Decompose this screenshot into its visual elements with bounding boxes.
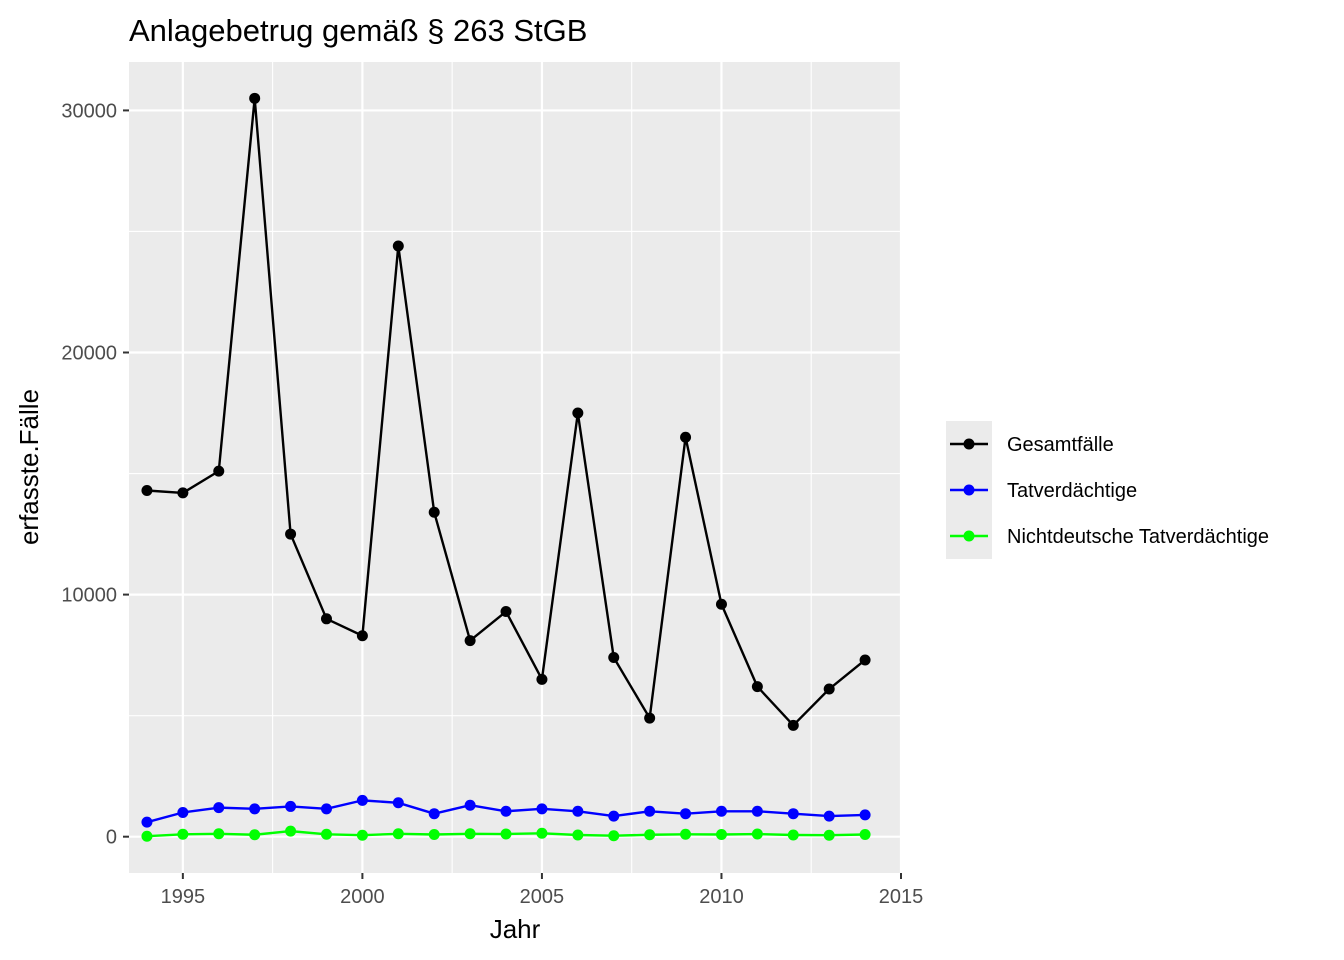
series-point bbox=[823, 683, 835, 695]
legend-key-point bbox=[963, 438, 975, 450]
series-point bbox=[177, 806, 189, 818]
series-point bbox=[644, 712, 656, 724]
series-point bbox=[751, 828, 763, 840]
series-point bbox=[464, 828, 476, 840]
series-point bbox=[285, 528, 297, 540]
series-point bbox=[608, 652, 620, 664]
series-point bbox=[392, 828, 404, 840]
series-point bbox=[500, 606, 512, 618]
series-point bbox=[249, 803, 261, 815]
y-tick-label: 20000 bbox=[61, 343, 117, 365]
series-point bbox=[320, 803, 332, 815]
y-tick-label: 10000 bbox=[61, 585, 117, 607]
series-point bbox=[536, 827, 548, 839]
series-point bbox=[680, 431, 692, 443]
series-point bbox=[787, 719, 799, 731]
series-point bbox=[428, 506, 440, 518]
series-point bbox=[715, 829, 727, 841]
series-point bbox=[536, 803, 548, 815]
series-point bbox=[464, 799, 476, 811]
x-tick-label: 2005 bbox=[520, 886, 565, 908]
x-tick-label: 1995 bbox=[161, 886, 206, 908]
legend-key-point bbox=[963, 484, 975, 496]
series-point bbox=[572, 407, 584, 419]
series-point bbox=[500, 828, 512, 840]
series-point bbox=[249, 92, 261, 104]
series-point bbox=[213, 828, 225, 840]
series-point bbox=[644, 829, 656, 841]
series-point bbox=[177, 487, 189, 499]
series-point bbox=[859, 829, 871, 841]
series-point bbox=[356, 794, 368, 806]
series-point bbox=[320, 613, 332, 625]
series-point bbox=[644, 805, 656, 817]
series-point bbox=[141, 816, 153, 828]
series-point bbox=[715, 598, 727, 610]
series-point bbox=[356, 630, 368, 642]
series-point bbox=[320, 828, 332, 840]
x-tick-label: 2000 bbox=[340, 886, 385, 908]
series-point bbox=[500, 805, 512, 817]
y-tick-label: 30000 bbox=[61, 100, 117, 122]
series-point bbox=[392, 240, 404, 252]
series-point bbox=[680, 828, 692, 840]
series-point bbox=[608, 810, 620, 822]
series-point bbox=[751, 681, 763, 693]
series-point bbox=[751, 805, 763, 817]
series-point bbox=[249, 829, 261, 841]
series-point bbox=[608, 830, 620, 842]
y-tick-label: 0 bbox=[106, 827, 117, 849]
series-point bbox=[428, 808, 440, 820]
x-tick-label: 2015 bbox=[879, 886, 924, 908]
series-point bbox=[392, 797, 404, 809]
chart-title: Anlagebetrug gemäß § 263 StGB bbox=[129, 13, 587, 48]
legend-label: Gesamtfälle bbox=[1007, 434, 1114, 456]
legend-label: Tatverdächtige bbox=[1007, 480, 1137, 502]
grid-major bbox=[129, 62, 903, 873]
series-point bbox=[464, 635, 476, 647]
series-point bbox=[285, 800, 297, 812]
grid-minor bbox=[129, 62, 901, 873]
legend-key-point bbox=[963, 530, 975, 542]
series-point bbox=[213, 802, 225, 814]
series-point bbox=[141, 484, 153, 496]
series-point bbox=[141, 830, 153, 842]
series-point bbox=[680, 808, 692, 820]
series-point bbox=[536, 673, 548, 685]
series-point bbox=[715, 805, 727, 817]
series-point bbox=[572, 805, 584, 817]
series-point bbox=[787, 829, 799, 841]
plot-panel bbox=[129, 62, 901, 873]
series-2 bbox=[141, 825, 871, 842]
x-tick-label: 2010 bbox=[699, 886, 744, 908]
x-axis: 1995 2000 2005 2010 2015 bbox=[161, 873, 924, 908]
x-axis-title: Jahr bbox=[490, 914, 541, 944]
series-1 bbox=[141, 794, 871, 828]
series-point bbox=[823, 810, 835, 822]
series-layer bbox=[141, 92, 871, 842]
series-point bbox=[213, 465, 225, 477]
y-axis: 0 10000 20000 30000 bbox=[61, 100, 129, 849]
legend: Gesamtfälle Tatverdächtige Nichtdeutsche T… bbox=[950, 434, 1269, 548]
series-point bbox=[787, 808, 799, 820]
series-point bbox=[859, 654, 871, 666]
series-point bbox=[285, 825, 297, 837]
series-point bbox=[177, 828, 189, 840]
y-axis-title: erfasste.Fälle bbox=[14, 389, 44, 545]
series-point bbox=[428, 829, 440, 841]
series-0 bbox=[141, 92, 871, 731]
series-point bbox=[356, 829, 368, 841]
legend-label: Nichtdeutsche Tatverdächtige bbox=[1007, 526, 1269, 548]
series-point bbox=[859, 809, 871, 821]
series-point bbox=[572, 829, 584, 841]
series-point bbox=[823, 829, 835, 841]
